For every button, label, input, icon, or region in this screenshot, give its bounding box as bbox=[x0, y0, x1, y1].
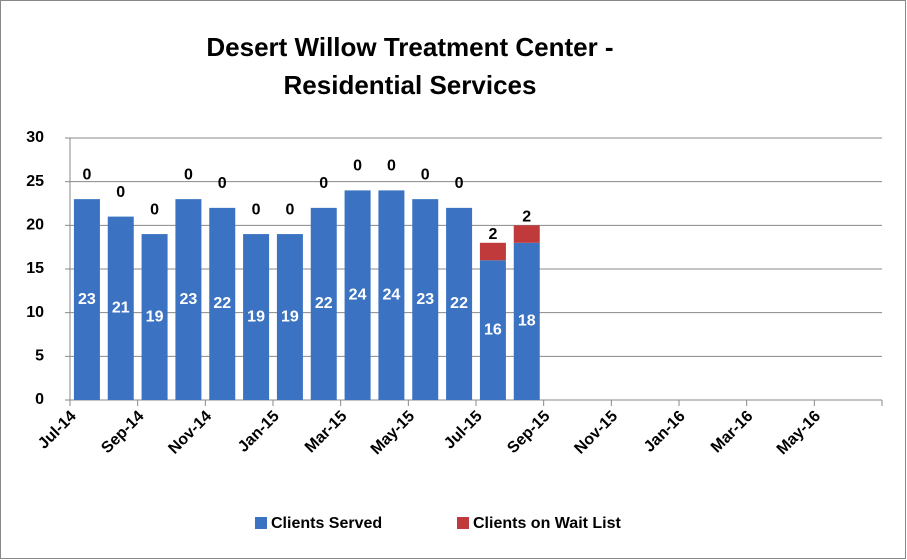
data-label: 0 bbox=[252, 201, 261, 218]
data-label: 21 bbox=[112, 300, 130, 317]
data-label: 16 bbox=[484, 321, 502, 338]
bar-segment bbox=[73, 199, 100, 400]
y-tick-label: 25 bbox=[26, 173, 44, 190]
data-label: 19 bbox=[247, 308, 265, 325]
y-tick-label: 20 bbox=[26, 217, 44, 234]
legend-swatch bbox=[457, 517, 469, 529]
legend-label: Clients on Wait List bbox=[473, 515, 622, 532]
bar-segment bbox=[175, 199, 202, 400]
data-label: 18 bbox=[518, 313, 536, 330]
y-tick-label: 0 bbox=[35, 391, 44, 408]
data-label: 0 bbox=[184, 166, 193, 183]
y-tick-label: 5 bbox=[35, 348, 44, 365]
bar-segment bbox=[412, 199, 439, 400]
data-label: 24 bbox=[349, 286, 367, 303]
bar-segment bbox=[209, 207, 236, 400]
y-tick-label: 30 bbox=[26, 129, 44, 146]
y-tick-label: 15 bbox=[26, 260, 44, 277]
bar-segment bbox=[107, 216, 134, 400]
data-label: 0 bbox=[353, 158, 362, 175]
bar-segment bbox=[344, 190, 371, 400]
data-label: 2 bbox=[488, 226, 497, 243]
bar-segment bbox=[378, 190, 405, 400]
bar-segment bbox=[479, 260, 506, 400]
data-label: 22 bbox=[213, 295, 231, 312]
data-label: 0 bbox=[150, 201, 159, 218]
bar-segment bbox=[310, 207, 337, 400]
data-label: 0 bbox=[319, 175, 328, 192]
y-tick-label: 10 bbox=[26, 304, 44, 321]
bar-segment bbox=[243, 234, 270, 400]
data-label: 19 bbox=[146, 308, 164, 325]
data-label: 23 bbox=[180, 291, 198, 308]
bar-segment bbox=[479, 242, 506, 261]
data-label: 0 bbox=[285, 201, 294, 218]
data-label: 0 bbox=[455, 175, 464, 192]
data-label: 23 bbox=[78, 291, 96, 308]
bar-segment bbox=[513, 242, 540, 400]
bar-segment bbox=[141, 234, 168, 400]
data-label: 22 bbox=[450, 295, 468, 312]
data-label: 22 bbox=[315, 295, 333, 312]
data-label: 19 bbox=[281, 308, 299, 325]
data-label: 0 bbox=[116, 184, 125, 201]
legend-swatch bbox=[255, 517, 267, 529]
data-label: 0 bbox=[218, 175, 227, 192]
legend-label: Clients Served bbox=[271, 515, 382, 532]
bar-segment bbox=[276, 234, 303, 400]
data-label: 0 bbox=[421, 166, 430, 183]
chart-title: Desert Willow Treatment Center - Residen… bbox=[206, 32, 614, 100]
data-label: 23 bbox=[416, 291, 434, 308]
data-label: 0 bbox=[82, 166, 91, 183]
data-label: 24 bbox=[383, 286, 401, 303]
bar-segment bbox=[513, 225, 540, 243]
bar-segment bbox=[446, 207, 473, 400]
data-label: 2 bbox=[522, 209, 531, 226]
data-label: 0 bbox=[387, 158, 396, 175]
